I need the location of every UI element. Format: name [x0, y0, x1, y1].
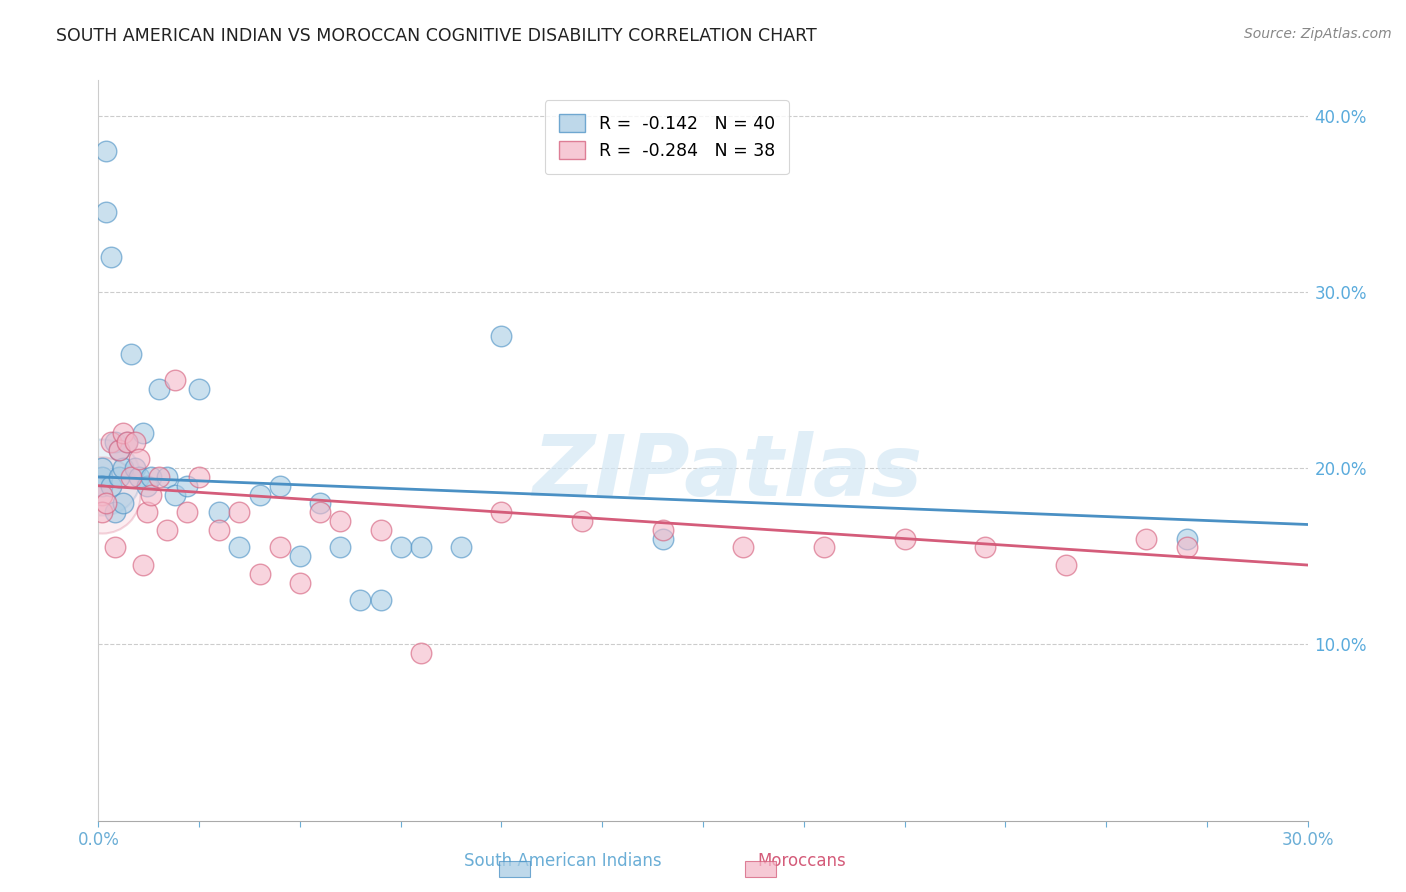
Point [111, 425, 134, 440]
Point [1135, 532, 1157, 546]
Point [249, 566, 271, 581]
Point [208, 505, 231, 519]
Point [100, 434, 122, 449]
Point [96, 144, 118, 158]
Text: SOUTH AMERICAN INDIAN VS MOROCCAN COGNITIVE DISABILITY CORRELATION CHART: SOUTH AMERICAN INDIAN VS MOROCCAN COGNIT… [56, 27, 817, 45]
Point [91, 470, 114, 484]
Point [111, 496, 134, 510]
Point [91, 487, 114, 501]
Text: Source: ZipAtlas.com: Source: ZipAtlas.com [1244, 27, 1392, 41]
Point [974, 541, 997, 555]
Point [309, 505, 332, 519]
Point [107, 443, 129, 458]
Point [163, 487, 186, 501]
Point [893, 532, 915, 546]
Point [103, 434, 125, 449]
Point [156, 523, 179, 537]
Point [107, 443, 129, 458]
Point [228, 505, 250, 519]
Point [115, 434, 138, 449]
Point [120, 470, 142, 484]
Point [228, 541, 250, 555]
Point [91, 505, 114, 519]
Point [128, 470, 150, 484]
Point [1175, 532, 1198, 546]
Point [139, 470, 162, 484]
Point [139, 487, 162, 501]
Point [733, 541, 755, 555]
Point [409, 541, 432, 555]
Point [491, 329, 513, 343]
Point [176, 479, 198, 493]
Point [120, 346, 142, 360]
Point [163, 373, 186, 387]
Point [571, 514, 593, 528]
Point [132, 425, 155, 440]
Point [115, 434, 138, 449]
Point [269, 479, 291, 493]
Point [156, 470, 179, 484]
Point [1175, 541, 1198, 555]
Point [409, 646, 432, 660]
Point [91, 487, 114, 501]
Point [370, 593, 392, 607]
Point [135, 479, 157, 493]
Point [124, 434, 146, 449]
Point [329, 541, 352, 555]
Point [389, 541, 412, 555]
Point [651, 523, 673, 537]
Legend: R =  -0.142   N = 40, R =  -0.284   N = 38: R = -0.142 N = 40, R = -0.284 N = 38 [544, 100, 789, 174]
Point [135, 505, 157, 519]
Point [148, 382, 170, 396]
Point [370, 523, 392, 537]
Point [176, 505, 198, 519]
Point [309, 496, 332, 510]
Point [103, 505, 125, 519]
Point [96, 205, 118, 219]
Point [288, 549, 311, 564]
Point [111, 461, 134, 475]
Point [132, 558, 155, 572]
Text: ZIPatlas: ZIPatlas [531, 431, 922, 514]
Text: South American Indians: South American Indians [464, 852, 661, 870]
Point [813, 541, 835, 555]
Point [249, 487, 271, 501]
Point [188, 470, 211, 484]
Point [91, 461, 114, 475]
Point [103, 541, 125, 555]
Point [107, 470, 129, 484]
Point [188, 382, 211, 396]
Point [148, 470, 170, 484]
Point [91, 470, 114, 484]
Point [329, 514, 352, 528]
Point [124, 461, 146, 475]
Point [651, 532, 673, 546]
Point [1054, 558, 1077, 572]
Point [491, 505, 513, 519]
Point [100, 250, 122, 264]
Point [100, 479, 122, 493]
Point [288, 575, 311, 590]
Point [128, 452, 150, 467]
Point [208, 523, 231, 537]
Point [450, 541, 472, 555]
Point [349, 593, 371, 607]
Point [96, 496, 118, 510]
Text: Moroccans: Moroccans [756, 852, 846, 870]
Point [91, 479, 114, 493]
Point [269, 541, 291, 555]
